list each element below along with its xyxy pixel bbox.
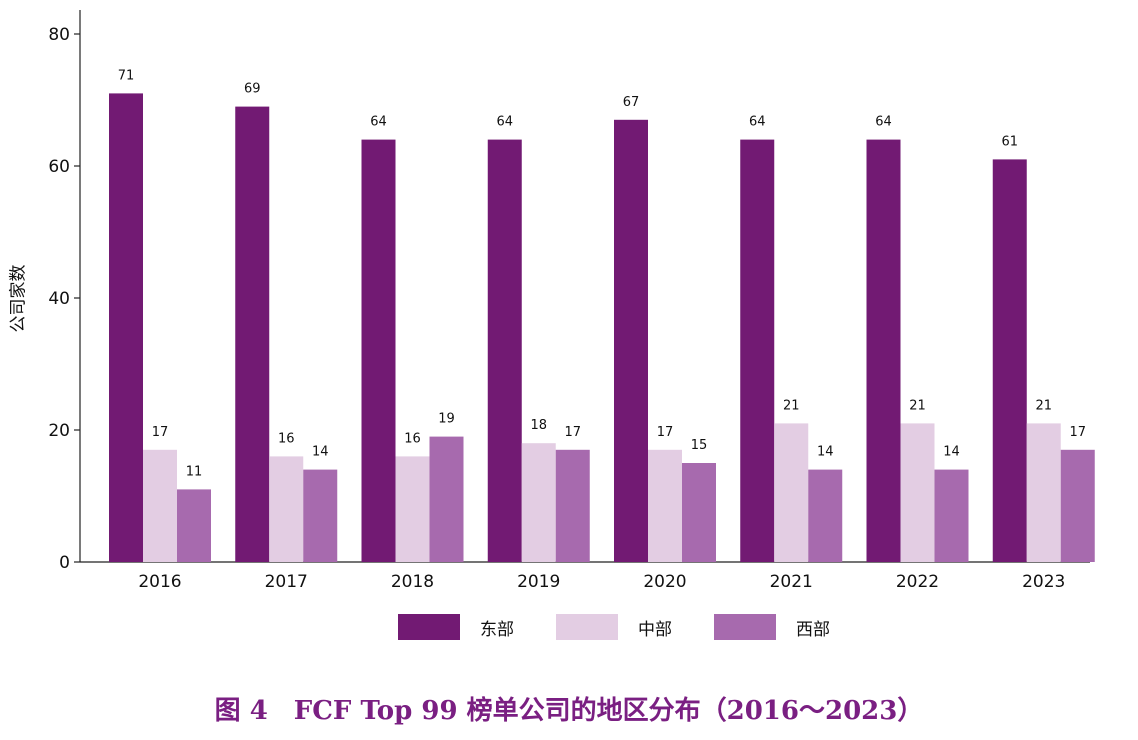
bar-value-label: 21 bbox=[1035, 398, 1052, 413]
bar-value-label: 15 bbox=[691, 438, 708, 453]
x-tick-label: 2020 bbox=[643, 572, 686, 592]
legend-swatch bbox=[556, 614, 618, 640]
bar bbox=[177, 489, 211, 562]
x-tick-label: 2023 bbox=[1022, 572, 1065, 592]
bar-value-label: 64 bbox=[370, 115, 387, 130]
bar bbox=[648, 449, 682, 562]
bar-value-label: 64 bbox=[875, 115, 892, 130]
legend-swatch bbox=[714, 614, 776, 640]
bar-value-label: 17 bbox=[1069, 425, 1086, 440]
bar bbox=[303, 469, 338, 562]
chart: 0 20 40 60 80 2016 2017 2018 2019 2020 2021 2022 202… bbox=[48, 10, 1095, 592]
bar-value-label: 14 bbox=[817, 445, 834, 460]
bar bbox=[555, 449, 590, 562]
data-labels: 71 69 64 64 67 64 64 61 17 16 16 18 17 21 21 21 11 14 19 17… bbox=[118, 68, 1086, 479]
bar-value-label: 67 bbox=[623, 95, 640, 110]
y-tick-label: 60 bbox=[48, 157, 70, 177]
x-tick-label: 2022 bbox=[896, 572, 939, 592]
bar bbox=[143, 449, 177, 562]
figure-caption: 图 4 FCF Top 99 榜单公司的地区分布（2016～2023） bbox=[214, 696, 924, 726]
x-tick-label: 2021 bbox=[770, 572, 813, 592]
legend: 东部 中部 西部 bbox=[398, 614, 872, 640]
bar bbox=[682, 463, 716, 562]
bar-value-label: 64 bbox=[496, 115, 513, 130]
y-tick-label: 0 bbox=[59, 553, 70, 573]
bar-value-label: 16 bbox=[404, 431, 421, 446]
y-tick-label: 40 bbox=[48, 289, 70, 309]
legend-item: 东部 bbox=[398, 614, 514, 640]
bar-value-label: 18 bbox=[530, 418, 547, 433]
bar bbox=[900, 423, 935, 562]
y-tick-label: 20 bbox=[48, 421, 70, 441]
bar bbox=[934, 469, 969, 562]
bar bbox=[740, 139, 775, 562]
bar-value-label: 17 bbox=[564, 425, 581, 440]
bar bbox=[109, 93, 143, 563]
bar-value-label: 21 bbox=[909, 398, 926, 413]
y-axis-label-container: 公司家数 bbox=[4, 258, 40, 338]
bar bbox=[1026, 423, 1061, 562]
bar-value-label: 69 bbox=[244, 82, 261, 97]
bar bbox=[866, 139, 901, 562]
y-tick-label: 80 bbox=[48, 25, 70, 45]
bar-value-label: 17 bbox=[152, 425, 169, 440]
bar bbox=[992, 159, 1027, 562]
bar-value-label: 16 bbox=[278, 431, 295, 446]
legend-label: 中部 bbox=[638, 619, 672, 640]
bar-value-label: 11 bbox=[186, 464, 203, 479]
bar bbox=[395, 456, 430, 562]
bar bbox=[774, 423, 809, 562]
bar bbox=[361, 139, 396, 562]
bar bbox=[614, 119, 648, 563]
x-tick-label: 2019 bbox=[517, 572, 560, 592]
bar bbox=[269, 456, 304, 562]
legend-item: 中部 bbox=[556, 614, 672, 640]
y-axis-label: 公司家数 bbox=[8, 264, 29, 333]
bar-value-label: 21 bbox=[783, 398, 800, 413]
bar bbox=[429, 436, 464, 562]
bar-value-label: 14 bbox=[312, 445, 329, 460]
bar-value-label: 64 bbox=[749, 115, 766, 130]
legend-item: 西部 bbox=[714, 614, 830, 640]
x-tick-label: 2018 bbox=[391, 572, 434, 592]
legend-label: 西部 bbox=[796, 619, 830, 640]
bar bbox=[235, 106, 270, 562]
bar-value-label: 61 bbox=[1001, 134, 1018, 149]
bar bbox=[808, 469, 843, 562]
legend-swatch bbox=[398, 614, 460, 640]
bar-value-label: 71 bbox=[118, 68, 135, 83]
bars bbox=[109, 93, 1095, 563]
bar-value-label: 19 bbox=[438, 412, 455, 427]
x-tick-label: 2017 bbox=[265, 572, 308, 592]
bar bbox=[487, 139, 522, 562]
bar bbox=[521, 443, 556, 562]
x-tick-label: 2016 bbox=[138, 572, 181, 592]
bar-value-label: 14 bbox=[943, 445, 960, 460]
axes: 0 20 40 60 80 2016 2017 2018 2019 2020 2021 2022 202… bbox=[48, 10, 1090, 592]
legend-label: 东部 bbox=[480, 619, 514, 640]
bar bbox=[1060, 449, 1095, 562]
bar-value-label: 17 bbox=[657, 425, 674, 440]
